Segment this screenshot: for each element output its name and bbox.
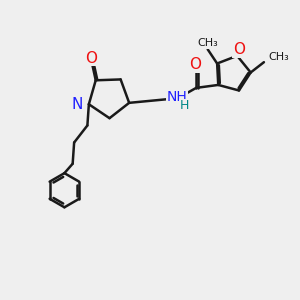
Text: H: H <box>180 99 189 112</box>
Text: O: O <box>189 57 201 72</box>
Text: N: N <box>72 97 83 112</box>
Text: CH₃: CH₃ <box>268 52 289 62</box>
Text: O: O <box>233 42 245 57</box>
Text: CH₃: CH₃ <box>197 38 218 49</box>
Text: O: O <box>85 51 97 66</box>
Text: NH: NH <box>167 90 188 104</box>
